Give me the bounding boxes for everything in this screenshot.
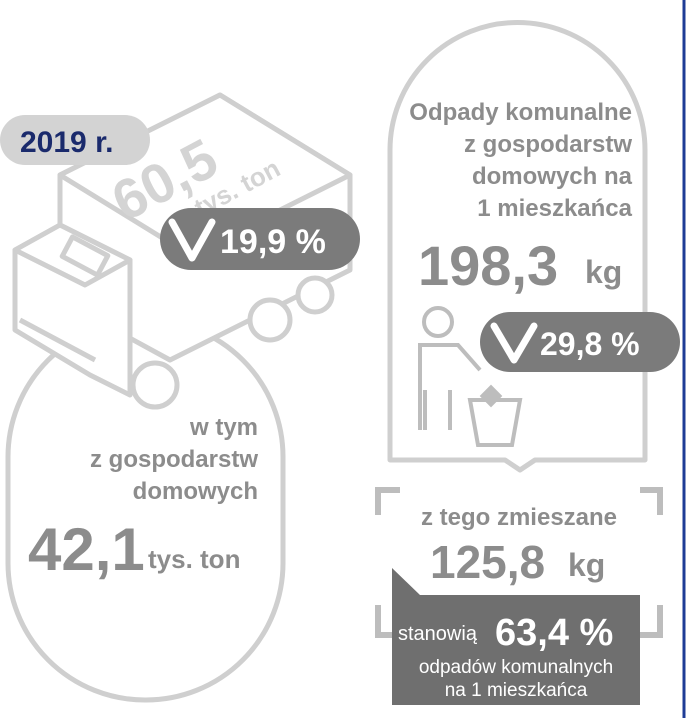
- truck-change: 19,9 %: [220, 223, 326, 261]
- per-capita-line: Odpady komunalne: [409, 99, 632, 126]
- share-line: odpadów komunalnych: [419, 657, 613, 678]
- per-capita-line: z gospodarstw: [464, 131, 632, 158]
- mixed-label: z tego zmieszane: [421, 504, 617, 531]
- share-line: na 1 mieszkańca: [445, 680, 588, 701]
- households-line: domowych: [133, 478, 258, 505]
- households-value: 42,1: [28, 516, 145, 583]
- year-label: 2019 r.: [20, 126, 113, 159]
- share-value: 63,4 %: [495, 612, 613, 654]
- per-capita-value: 198,3: [418, 234, 558, 297]
- per-capita-line: domowych na: [472, 163, 633, 190]
- person-bin-icon: [418, 306, 523, 447]
- households-unit: tys. ton: [148, 544, 240, 574]
- down-arrow: [490, 322, 538, 364]
- share-prefix: stanowią: [398, 623, 478, 645]
- mixed-value: 125,8: [430, 536, 545, 588]
- per-capita-unit: kg: [585, 254, 622, 290]
- down-arrow: [168, 218, 216, 262]
- brackets: [375, 487, 663, 638]
- per-capita-line: 1 mieszkańca: [477, 195, 632, 222]
- share-box: [392, 568, 640, 705]
- mixed-unit: kg: [568, 547, 605, 583]
- households-line: z gospodarstw: [90, 446, 258, 473]
- per-capita-change: 29,8 %: [540, 326, 640, 362]
- year-badge: [0, 115, 150, 165]
- households-line: w tym: [189, 414, 258, 441]
